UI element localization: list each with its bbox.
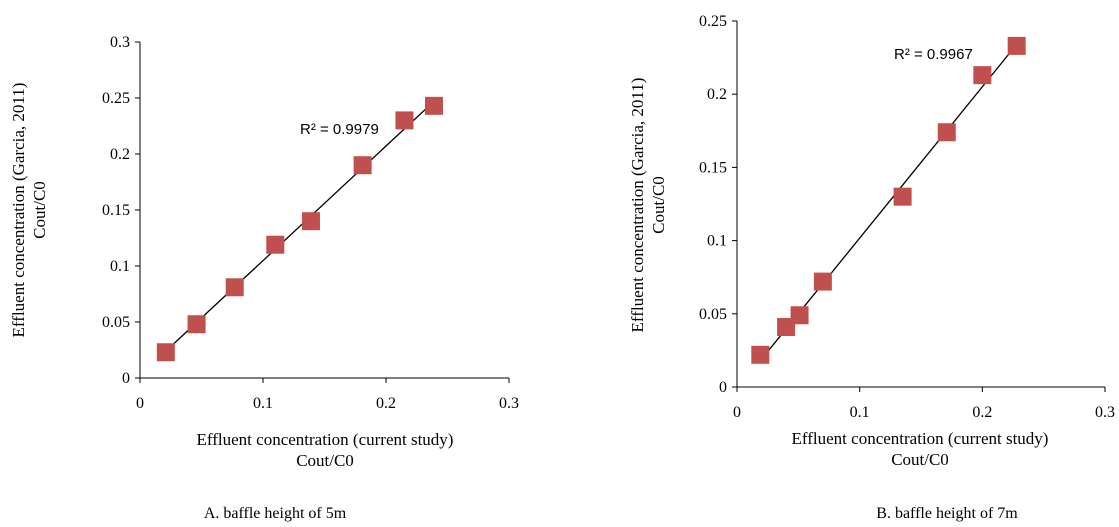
chart-b-caption: B. baffle height of 7m [876,505,1018,522]
chart-a-ticks: 0 0.1 0.2 0.3 0 0.05 0.1 0.15 0.2 0.25 0.3 [102,34,519,412]
chart-b-data-point [893,187,912,206]
chart-b-data-point [1007,36,1026,55]
chart-a-y-tick-label: 0.25 [102,90,130,107]
chart-b-data-point [790,306,809,325]
chart-a-caption: A. baffle height of 5m [204,505,347,522]
chart-b-xlabel-line1: Effluent concentration (current study) [792,429,1049,448]
chart-b-data-point [813,272,832,291]
chart-b-ticks: 0 0.1 0.2 0.3 0 0.05 0.1 0.15 0.2 0.25 [699,13,1115,421]
chart-b-points [751,36,1026,364]
chart-b-y-tick-label: 0.2 [707,86,727,103]
chart-b-y-tick-label: 0.15 [699,159,727,176]
chart-a-xlabel-line1: Effluent concentration (current study) [197,430,454,449]
chart-a-trendline-path [165,100,435,352]
chart-a-x-tick-label: 0.1 [253,395,273,412]
chart-a-y-tick-label: 0 [122,370,130,387]
chart-b: 0 0.1 0.2 0.3 0 0.05 0.1 0.15 0.2 0.25 R² = 0.996… [628,13,1115,522]
chart-a-r2-label: R² = 0.9979 [300,121,379,138]
chart-a-y-tick-label: 0.1 [110,258,130,275]
chart-a-x-tick-label: 0.2 [376,395,396,412]
chart-a-data-point [395,111,414,130]
chart-a-x-tick-label: 0 [136,395,144,412]
chart-b-ylabel-line1: Effluent concentration (Garcia, 2011) [628,78,647,333]
chart-b-y-tick-label: 0.1 [707,233,727,250]
chart-b-data-point [973,66,992,85]
chart-a-data-point [156,343,175,362]
chart-a-y-tick-label: 0.15 [102,202,130,219]
chart-b-x-tick-label: 0.2 [972,404,992,421]
chart-a-ylabel-line2: Cout/C0 [30,181,49,239]
chart-b-data-point [751,345,770,364]
chart-a-data-point [187,315,206,334]
chart-a-y-tick-label: 0.05 [102,314,130,331]
chart-b-x-tick-label: 0 [733,404,741,421]
chart-a-xlabel-line2: Cout/C0 [296,451,354,470]
chart-a-data-point [424,96,443,115]
chart-b-axes [736,21,1105,388]
chart-b-x-tick-label: 0.1 [850,404,870,421]
chart-b-y-tick-label: 0 [719,379,727,396]
chart-b-xlabel-line2: Cout/C0 [891,450,949,469]
chart-a: 0 0.1 0.2 0.3 0 0.05 0.1 0.15 0.2 0.25 0.3 R² = 0.… [9,34,519,522]
chart-a-data-point [225,278,244,297]
chart-a-data-point [266,235,285,254]
chart-b-x-tick-label: 0.3 [1095,404,1115,421]
chart-a-data-point [301,212,320,231]
chart-a-ylabel-line1: Effluent concentration (Garcia, 2011) [9,83,28,338]
chart-b-ylabel-line2: Cout/C0 [649,176,668,234]
chart-a-y-tick-label: 0.2 [110,146,130,163]
chart-b-y-tick-label: 0.25 [699,13,727,30]
chart-a-data-point [353,156,372,175]
chart-a-trendline [165,100,435,352]
chart-b-data-point [937,123,956,142]
chart-a-points [156,96,443,362]
chart-b-y-tick-label: 0.05 [699,306,727,323]
chart-a-x-tick-label: 0.3 [499,395,519,412]
chart-b-r2-label: R² = 0.9967 [894,46,973,63]
chart-a-y-tick-label: 0.3 [110,34,130,51]
